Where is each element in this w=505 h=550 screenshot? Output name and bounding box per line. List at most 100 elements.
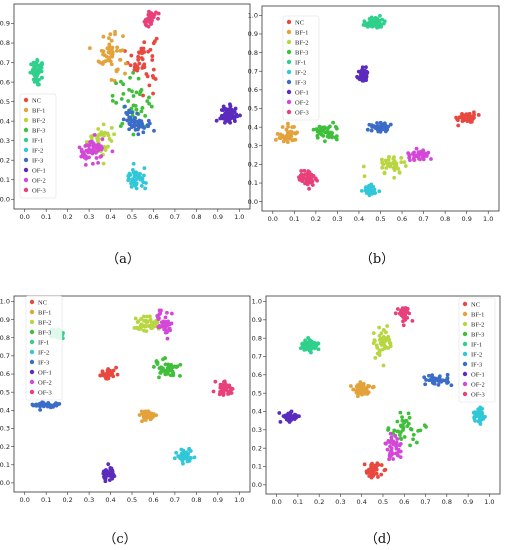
point-bf-2 [382,170,387,175]
legend-label-of-3: OF-3 [471,391,485,398]
point-bf-1 [109,38,114,43]
point-if-1 [40,62,44,67]
point-bf-3 [131,70,136,75]
point-if-2 [372,187,377,192]
y-tick-label: 0.1 [252,463,262,471]
panel-caption: （d） [365,532,399,547]
point-of-3 [146,16,151,21]
point-of-1 [233,106,238,111]
point-if-2 [184,450,189,455]
point-of-1 [227,111,232,116]
point-if-2 [172,456,177,461]
point-if-1 [29,62,34,67]
y-tick-label: 0.7 [0,352,10,360]
x-tick-label: 0.9 [213,213,223,221]
point-nc [151,67,156,72]
point-if-1 [362,19,367,24]
point-if-1 [367,16,372,21]
point-of-3 [224,386,229,391]
legend-label-of-3: OF-3 [32,187,46,194]
point-of-2 [156,317,161,321]
point-nc [362,462,367,467]
point-bf-1 [101,34,106,39]
legend-label-of-1: OF-1 [471,371,485,378]
point-bf-1 [285,140,290,144]
point-of-1 [222,120,227,125]
point-nc [115,372,120,377]
point-bf-3 [134,90,139,95]
point-bf-3 [127,87,131,92]
point-nc [100,369,105,374]
point-of-2 [159,308,163,313]
point-of-2 [398,455,403,460]
point-bf-3 [178,373,182,378]
point-nc [106,368,111,373]
legend-marker-of-3 [286,109,292,115]
point-nc [141,46,146,51]
point-nc [379,463,384,467]
point-bf-3 [315,133,320,138]
point-bf-2 [384,338,388,343]
point-if-1 [365,24,370,29]
point-if-1 [379,22,384,27]
point-of-2 [79,154,84,159]
point-if-2 [472,415,477,420]
point-of-2 [165,328,170,333]
legend-label-of-2: OF-2 [295,99,309,106]
point-if-1 [313,346,317,351]
point-bf-3 [398,410,403,415]
point-of-2 [92,133,97,137]
legend: NC BF-1 BF-2 BF-3 IF-1 IF-2 IF-3 OF-1 OF-2 OF-3 [19,93,57,199]
point-bf-3 [163,372,168,377]
point-bf-3 [395,419,400,424]
panel-caption: （b） [360,252,394,267]
y-tick-label: 0.4 [248,123,258,131]
point-of-2 [87,155,91,160]
point-of-3 [146,24,151,29]
legend-label-bf-1: BF-1 [32,107,45,114]
legend-marker-bf-2 [286,39,292,45]
point-bf-2 [89,135,94,140]
point-of-1 [357,77,362,82]
point-bf-3 [328,133,332,137]
point-bf-3 [121,82,126,87]
point-bf-3 [422,423,427,428]
point-if-3 [54,403,59,408]
point-bf-2 [142,318,147,323]
point-nc [136,54,141,59]
legend-label-of-2: OF-2 [38,379,52,386]
x-tick-label: 0.5 [127,496,137,504]
point-of-1 [232,115,237,120]
point-bf-1 [110,45,115,50]
point-if-2 [181,461,185,466]
panel-caption: （a） [106,252,140,267]
point-if-2 [480,406,485,411]
point-bf-1 [348,384,353,388]
point-bf-2 [96,133,101,138]
point-bf-2 [139,317,144,321]
point-bf-1 [88,46,92,51]
point-bf-3 [157,375,161,380]
point-if-3 [135,111,140,116]
x-tick-label: 0.3 [84,496,94,504]
point-of-1 [107,470,112,475]
point-bf-2 [107,137,112,141]
legend-marker-nc [462,301,468,307]
point-nc [476,113,481,117]
panel-caption: （c） [103,532,136,547]
point-if-2 [363,186,368,191]
point-nc [148,47,153,52]
x-tick-label: 0.5 [378,498,388,506]
point-bf-3 [404,419,409,423]
point-of-1 [223,106,228,111]
point-of-2 [385,447,390,452]
x-tick-label: 0.4 [105,213,115,221]
point-if-2 [129,180,134,185]
point-nc [150,54,155,58]
point-of-2 [88,139,92,144]
point-of-2 [387,457,391,462]
x-tick-label: 0.3 [335,498,345,506]
point-bf-3 [133,103,138,108]
x-tick-label: 0.3 [332,215,342,223]
point-bf-2 [387,161,392,166]
